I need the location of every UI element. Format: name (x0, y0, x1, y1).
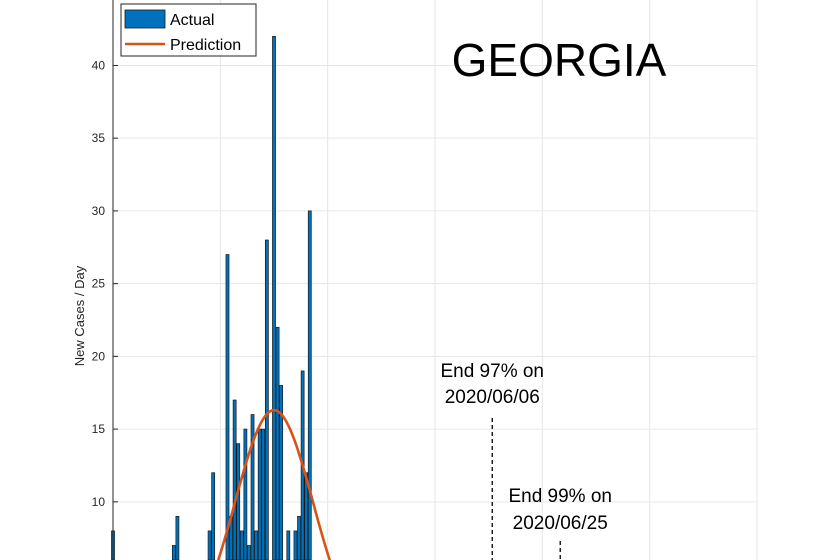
bar (175, 516, 180, 560)
annotations: End 97% on 2020/06/06 End 99% on 2020/06/25 (440, 361, 612, 560)
legend-swatch-actual (124, 9, 166, 29)
line-series-prediction (216, 408, 332, 560)
grid-lines (113, 0, 758, 560)
bar (211, 472, 216, 560)
bar (257, 428, 262, 560)
bar (225, 254, 230, 560)
legend-label-actual: Actual (170, 12, 214, 29)
bar (236, 443, 241, 560)
y-tick-label-3: 25 (92, 277, 106, 291)
bar (275, 326, 280, 560)
chart-title: GEORGIA (452, 34, 667, 86)
annotation-line2-1: 2020/06/25 (513, 513, 608, 534)
annotation-line1-0: End 97% on (440, 361, 544, 382)
y-axis-label: New Cases / Day (72, 265, 87, 366)
legend: Actual Prediction (120, 3, 257, 57)
bar (261, 428, 266, 560)
y-axis: 10 15 20 25 30 35 40 (92, 0, 118, 560)
bar (207, 530, 212, 560)
y-tick-label-5: 35 (92, 131, 106, 145)
annotation-line2-0: 2020/06/06 (445, 387, 540, 408)
bar-series-actual (111, 36, 312, 560)
bar (286, 530, 291, 560)
y-tick-label-2: 20 (92, 349, 106, 363)
annotation-line1-1: End 99% on (508, 486, 612, 507)
prediction-line (216, 408, 332, 560)
bar (272, 36, 276, 560)
bar (279, 385, 284, 560)
bar (247, 545, 251, 560)
bar (254, 530, 258, 560)
legend-label-prediction: Prediction (170, 37, 241, 54)
bar (297, 516, 301, 560)
bar (171, 545, 176, 560)
y-tick-label-0: 10 (92, 495, 106, 509)
bar (307, 210, 312, 560)
bar (243, 428, 248, 560)
bar (293, 530, 298, 560)
y-tick-label-6: 40 (92, 58, 106, 72)
bar (239, 530, 244, 560)
y-tick-label-4: 30 (92, 204, 106, 218)
y-tick-label-1: 15 (92, 422, 106, 436)
bar (232, 399, 237, 560)
bar (264, 239, 269, 560)
